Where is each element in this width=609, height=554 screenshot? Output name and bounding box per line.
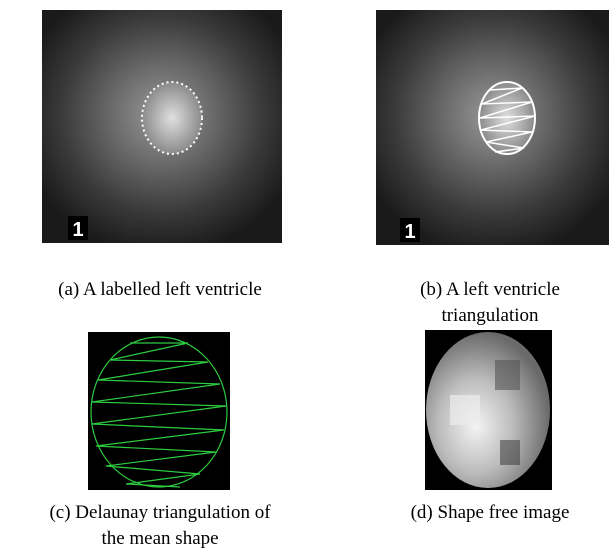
caption: (a) A labelled left ventricle [10,277,310,303]
image-a: 1 [42,10,282,243]
caption-line: (c) Delaunay triangulation of [10,500,310,526]
caption-line: (a) A labelled left ventricle [10,277,310,303]
caption: (b) A left ventricle triangulation [340,277,609,329]
caption: (d) Shape free image [340,500,609,526]
image-c [88,332,230,490]
image-label: 1 [404,221,415,243]
caption: (c) Delaunay triangulation of the mean s… [10,500,310,552]
caption-line: the mean shape [10,526,310,552]
caption-line: (d) Shape free image [340,500,609,526]
figure: 1 1 (a) A labelled left ventricle (b) A … [0,0,609,554]
image-b: 1 [376,10,609,245]
caption-line: triangulation [340,303,609,329]
caption-line: (b) A left ventricle [340,277,609,303]
image-d [425,330,552,490]
image-label: 1 [72,219,83,241]
